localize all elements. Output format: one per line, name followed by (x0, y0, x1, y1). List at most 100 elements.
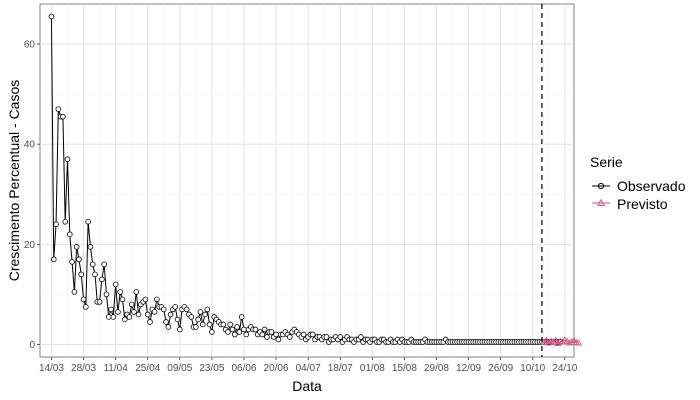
data-point-previsto (554, 339, 562, 346)
legend-key-marker-previsto (596, 198, 606, 206)
data-point-observado (60, 113, 66, 120)
data-point-observado (105, 314, 112, 320)
x-tick-label: 18/07 (328, 363, 353, 374)
data-point-observado (163, 319, 169, 325)
data-point-previsto (575, 339, 583, 346)
y-axis: 0 20 40 60 (24, 40, 40, 351)
data-point-observado (323, 334, 330, 340)
data-point-observado (121, 316, 128, 323)
data-point-observado (264, 334, 270, 340)
legend-item-previsto: Previsto (592, 196, 668, 212)
data-point-observado (87, 244, 94, 250)
data-point-observado (62, 219, 69, 225)
y-tick-label: 60 (24, 40, 36, 51)
x-tick-label: 10/10 (520, 363, 545, 374)
data-point-observado (243, 331, 250, 338)
data-point-observado (202, 311, 208, 318)
x-tick-label: 12/09 (456, 363, 481, 374)
data-point-observado (177, 326, 183, 333)
x-tick-label: 25/04 (135, 363, 160, 374)
data-point-observado (337, 334, 344, 340)
data-point-observado (225, 329, 231, 335)
x-tick-label: 26/09 (488, 363, 513, 374)
x-tick-label: 14/03 (39, 363, 64, 374)
data-point-observado (133, 289, 140, 295)
data-point-observado (131, 309, 137, 315)
data-point-observado (66, 231, 73, 238)
data-point-observado (273, 331, 279, 338)
x-axis: 14/03 28/03 11/04 25/04 09/05 23/05 06/06 20/06… (39, 357, 578, 374)
data-point-observado (199, 321, 206, 328)
x-tick-label: 28/03 (71, 363, 96, 374)
data-point-observado (103, 291, 110, 298)
y-tick-label: 0 (29, 340, 35, 351)
data-point-previsto (568, 338, 576, 345)
data-point-observado (78, 271, 85, 278)
legend-title: Serie (590, 154, 623, 170)
data-point-observado (209, 329, 215, 335)
data-point-observado (53, 221, 59, 228)
data-point-previsto (545, 339, 553, 346)
data-point-observado (188, 314, 195, 320)
y-axis-title: Crescimento Percentual - Casos (6, 80, 22, 282)
data-point-observado (110, 314, 117, 320)
data-point-previsto (549, 338, 557, 345)
data-point-observado (275, 336, 282, 343)
y-tick-label: 40 (24, 140, 36, 151)
data-point-observado (309, 331, 316, 338)
data-point-observado (144, 311, 151, 318)
data-point-observado (55, 106, 62, 112)
data-point-observado (126, 314, 133, 320)
data-point-observado (229, 326, 236, 333)
data-point-observado (220, 321, 227, 328)
data-point-observado (89, 261, 96, 268)
data-point-previsto (552, 336, 560, 343)
legend-label-previsto: Previsto (617, 196, 668, 212)
data-point-observado (154, 296, 160, 303)
data-point-previsto (559, 338, 567, 345)
data-point-observado (99, 276, 105, 283)
data-point-observado (96, 299, 103, 305)
data-point-observado (80, 296, 87, 303)
data-point-observado (183, 306, 190, 313)
data-point-previsto (540, 338, 548, 345)
data-point-observado (128, 301, 135, 308)
data-point-observado (142, 296, 149, 303)
data-point-observado (227, 321, 234, 328)
data-point-observado (165, 324, 172, 330)
data-point-observado (69, 259, 75, 265)
data-point-observado (108, 306, 114, 313)
data-point-observado (300, 331, 307, 338)
x-tick-label: 09/05 (167, 363, 192, 374)
data-point-observado (76, 256, 82, 263)
data-point-observado (174, 316, 181, 323)
data-point-observado (287, 334, 293, 340)
data-point-observado (85, 219, 91, 225)
data-point-observado (112, 281, 119, 288)
data-point-observado (119, 296, 126, 303)
data-point-observado (71, 289, 78, 295)
legend-key-marker-observado (597, 182, 605, 190)
x-tick-label: 29/08 (424, 363, 449, 374)
data-point-observado (358, 334, 364, 340)
x-tick-label: 11/04 (103, 363, 128, 374)
data-point-observado (236, 329, 243, 335)
x-tick-label: 23/05 (199, 363, 224, 374)
x-tick-label: 04/07 (296, 363, 321, 374)
x-tick-label: 01/08 (360, 363, 385, 374)
data-point-observado (117, 289, 124, 295)
data-point-observado (73, 244, 80, 250)
data-point-observado (48, 13, 55, 20)
data-point-observado (252, 326, 259, 333)
x-tick-label: 06/06 (231, 363, 256, 374)
x-tick-label: 24/10 (552, 363, 577, 374)
legend-item-observado: Observado (592, 178, 686, 194)
data-point-observado (147, 319, 153, 325)
data-point-observado (259, 331, 266, 338)
y-tick-label: 20 (24, 240, 36, 251)
series-layer (48, 13, 583, 346)
data-point-observado (195, 316, 201, 323)
data-point-observado (92, 271, 98, 278)
legend: Serie Observado Previsto (590, 154, 686, 212)
data-point-observado (261, 326, 268, 333)
